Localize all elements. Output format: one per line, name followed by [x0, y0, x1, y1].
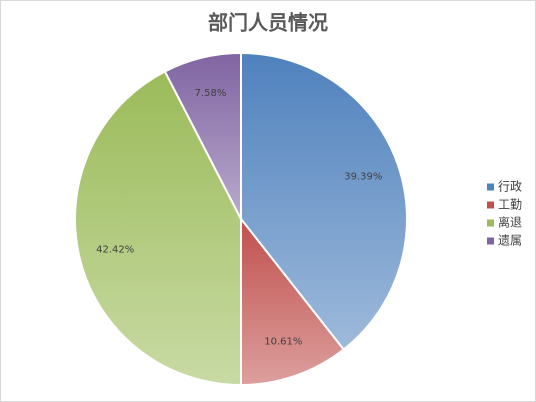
data-label: 42.42%: [96, 245, 134, 256]
data-label: 39.39%: [344, 172, 382, 183]
data-label: 7.58%: [195, 88, 227, 99]
pie-slice: [240, 216, 346, 387]
pie-slice: [240, 51, 408, 351]
pie-slice: [74, 70, 242, 387]
legend-swatch: [487, 201, 494, 209]
pie-slice: [163, 51, 242, 220]
data-label: 10.61%: [264, 336, 302, 347]
chart-title: 部门人员情况: [208, 11, 328, 35]
legend-swatch: [487, 237, 494, 245]
legend-label: 离退: [498, 215, 522, 230]
legend-label: 工勤: [498, 198, 522, 212]
legend-swatch: [487, 183, 494, 191]
legend-label: 遗属: [498, 234, 522, 248]
legend-label: 行政: [498, 180, 522, 194]
legend-swatch: [487, 219, 494, 227]
